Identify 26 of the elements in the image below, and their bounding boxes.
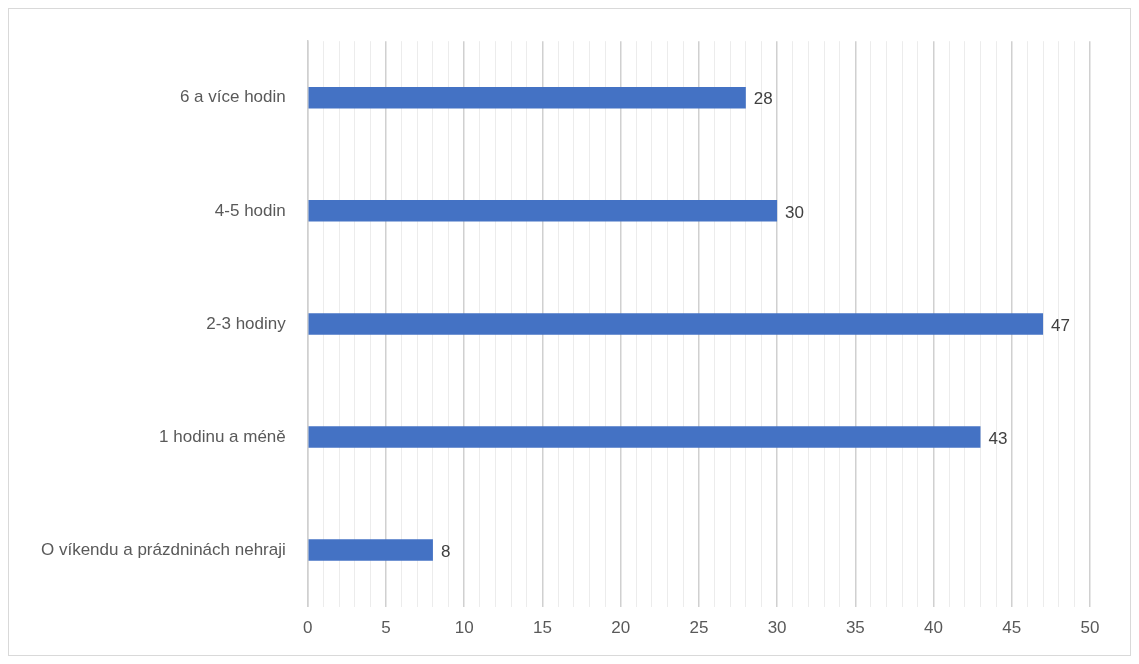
x-tick-label: 45	[1002, 618, 1022, 638]
x-tick-label: 40	[924, 618, 944, 638]
y-tick-label: O víkendu a prázdninách nehraji	[41, 539, 286, 559]
x-tick-label: 0	[303, 618, 313, 638]
bar	[308, 87, 746, 109]
y-tick-label: 1 hodinu a méně	[159, 426, 286, 446]
bar	[308, 539, 433, 561]
x-tick-label: 10	[454, 618, 474, 638]
y-tick-label: 6 a více hodin	[179, 87, 286, 107]
data-label: 47	[1051, 315, 1070, 335]
x-tick-label: 20	[611, 618, 631, 638]
y-tick-label: 2-3 hodiny	[206, 313, 287, 333]
x-tick-label: 30	[767, 618, 787, 638]
bar	[308, 313, 1044, 335]
bar	[308, 426, 981, 448]
x-tick-label: 15	[532, 618, 552, 638]
data-label: 30	[785, 202, 805, 222]
x-tick-label: 35	[845, 618, 865, 638]
bar	[308, 200, 778, 222]
y-tick-label: 4-5 hodin	[214, 200, 286, 220]
x-tick-label: 5	[381, 618, 391, 638]
x-tick-label: 50	[1080, 618, 1100, 638]
data-label: 8	[440, 541, 451, 561]
data-label: 43	[988, 428, 1008, 448]
data-label: 28	[753, 89, 773, 109]
x-tick-label: 25	[689, 618, 709, 638]
